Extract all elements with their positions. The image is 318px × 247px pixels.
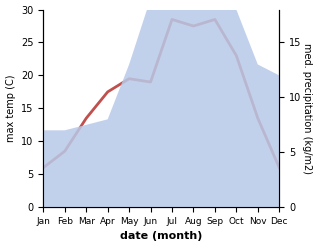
Y-axis label: max temp (C): max temp (C) <box>5 75 16 142</box>
X-axis label: date (month): date (month) <box>120 231 203 242</box>
Y-axis label: med. precipitation (kg/m2): med. precipitation (kg/m2) <box>302 43 313 174</box>
